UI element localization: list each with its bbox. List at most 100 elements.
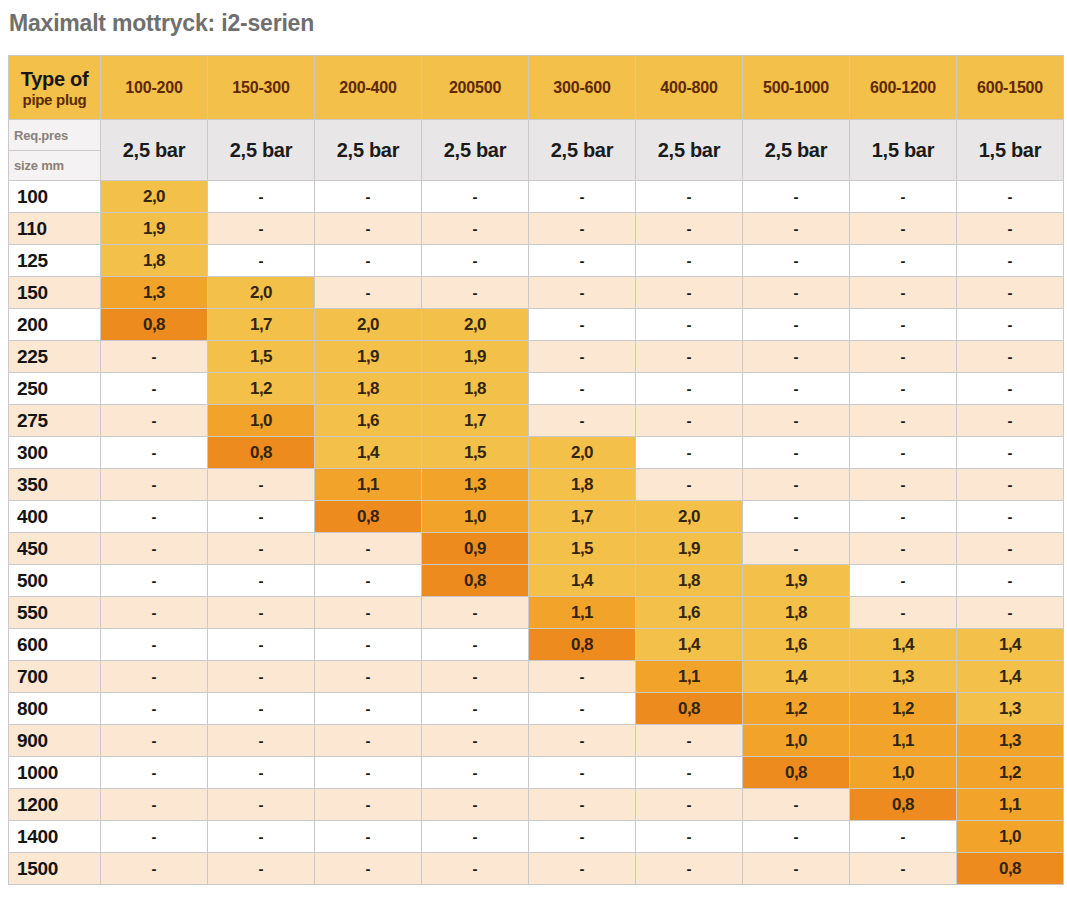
dash-cell: -: [208, 789, 315, 821]
value-cell: 1,4: [850, 629, 957, 661]
value-cell: 0,8: [315, 501, 422, 533]
dash-cell: -: [422, 181, 529, 213]
value-cell: 1,5: [208, 341, 315, 373]
dash-cell: -: [101, 597, 208, 629]
dash-cell: -: [850, 437, 957, 469]
corner-subtitle: pipe plug: [9, 91, 100, 109]
dash-cell: -: [850, 277, 957, 309]
column-header-300-600: 300-600: [529, 56, 636, 120]
dash-cell: -: [957, 245, 1064, 277]
dash-cell: -: [743, 853, 850, 885]
dash-cell: -: [529, 373, 636, 405]
dash-cell: -: [957, 341, 1064, 373]
column-header-500-1000: 500-1000: [743, 56, 850, 120]
value-cell: 1,9: [743, 565, 850, 597]
column-header-400-800: 400-800: [636, 56, 743, 120]
table-row-225: 225-1,51,91,9-----: [9, 341, 1064, 373]
dash-cell: -: [315, 181, 422, 213]
row-label: 300: [9, 437, 101, 469]
row-label: 350: [9, 469, 101, 501]
dash-cell: -: [422, 661, 529, 693]
dash-cell: -: [850, 245, 957, 277]
dash-cell: -: [208, 821, 315, 853]
table-row-100: 1002,0--------: [9, 181, 1064, 213]
table-row-275: 275-1,01,61,7-----: [9, 405, 1064, 437]
value-cell: 1,6: [743, 629, 850, 661]
value-cell: 1,2: [208, 373, 315, 405]
dash-cell: -: [850, 533, 957, 565]
value-cell: 1,6: [315, 405, 422, 437]
dash-cell: -: [850, 373, 957, 405]
value-cell: 1,9: [315, 341, 422, 373]
dash-cell: -: [315, 213, 422, 245]
dash-cell: -: [315, 245, 422, 277]
dash-cell: -: [743, 821, 850, 853]
dash-cell: -: [315, 693, 422, 725]
dash-cell: -: [636, 725, 743, 757]
pressure-header: 2,5 bar: [101, 120, 208, 181]
value-cell: 1,3: [957, 725, 1064, 757]
dash-cell: -: [743, 405, 850, 437]
value-cell: 1,9: [636, 533, 743, 565]
table-row-900: 900------1,01,11,3: [9, 725, 1064, 757]
dash-cell: -: [101, 565, 208, 597]
column-header-600-1500: 600-1500: [957, 56, 1064, 120]
dash-cell: -: [529, 725, 636, 757]
value-cell: 1,5: [422, 437, 529, 469]
table-body: 1002,0--------1101,9--------1251,8------…: [9, 181, 1064, 885]
dash-cell: -: [957, 533, 1064, 565]
dash-cell: -: [101, 725, 208, 757]
dash-cell: -: [208, 629, 315, 661]
dash-cell: -: [529, 181, 636, 213]
dash-cell: -: [422, 629, 529, 661]
dash-cell: -: [529, 213, 636, 245]
dash-cell: -: [636, 757, 743, 789]
dash-cell: -: [208, 501, 315, 533]
pressure-header: 2,5 bar: [315, 120, 422, 181]
table-row-125: 1251,8--------: [9, 245, 1064, 277]
dash-cell: -: [422, 213, 529, 245]
dash-cell: -: [208, 853, 315, 885]
dash-cell: -: [315, 277, 422, 309]
dash-cell: -: [743, 437, 850, 469]
value-cell: 1,1: [957, 789, 1064, 821]
table-row-700: 700-----1,11,41,31,4: [9, 661, 1064, 693]
req-pres-label: Req.pres: [9, 121, 100, 151]
dash-cell: -: [101, 437, 208, 469]
value-cell: 0,8: [850, 789, 957, 821]
dash-cell: -: [208, 757, 315, 789]
dash-cell: -: [422, 245, 529, 277]
dash-cell: -: [422, 757, 529, 789]
pressure-header: 2,5 bar: [529, 120, 636, 181]
pressure-header: 2,5 bar: [422, 120, 529, 181]
dash-cell: -: [315, 853, 422, 885]
value-cell: 1,0: [850, 757, 957, 789]
dash-cell: -: [636, 405, 743, 437]
value-cell: 2,0: [636, 501, 743, 533]
value-cell: 1,5: [529, 533, 636, 565]
dash-cell: -: [101, 821, 208, 853]
dash-cell: -: [529, 309, 636, 341]
dash-cell: -: [101, 469, 208, 501]
table-row-500: 500---0,81,41,81,9--: [9, 565, 1064, 597]
value-cell: 0,8: [957, 853, 1064, 885]
value-cell: 1,0: [743, 725, 850, 757]
dash-cell: -: [529, 277, 636, 309]
dash-cell: -: [422, 693, 529, 725]
dash-cell: -: [743, 789, 850, 821]
dash-cell: -: [529, 661, 636, 693]
dash-cell: -: [529, 789, 636, 821]
dash-cell: -: [743, 469, 850, 501]
dash-cell: -: [850, 501, 957, 533]
value-cell: 0,8: [208, 437, 315, 469]
dash-cell: -: [957, 277, 1064, 309]
dash-cell: -: [529, 853, 636, 885]
dash-cell: -: [422, 821, 529, 853]
dash-cell: -: [208, 213, 315, 245]
row-label: 110: [9, 213, 101, 245]
dash-cell: -: [636, 437, 743, 469]
value-cell: 0,8: [529, 629, 636, 661]
table-row-800: 800-----0,81,21,21,3: [9, 693, 1064, 725]
value-cell: 1,4: [743, 661, 850, 693]
column-header-200500: 200500: [422, 56, 529, 120]
